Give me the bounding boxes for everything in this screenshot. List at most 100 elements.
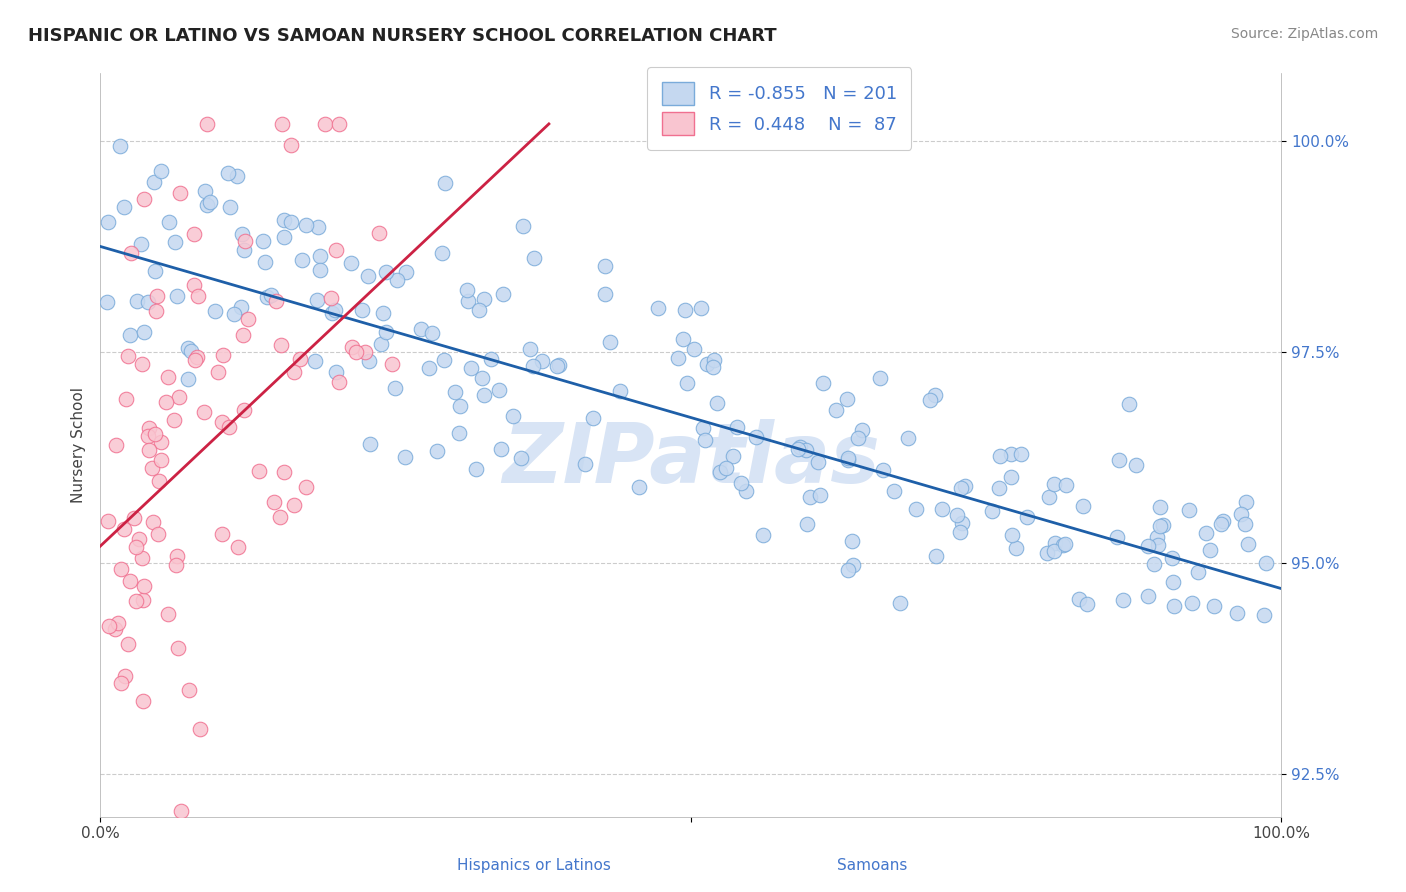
Point	[950, 481, 973, 495]
Point	[143, 263, 166, 277]
Point	[118, 574, 141, 589]
Point	[232, 328, 254, 343]
Point	[110, 562, 132, 576]
Point	[125, 594, 148, 608]
Point	[150, 435, 173, 450]
Point	[1118, 397, 1140, 411]
Point	[425, 444, 447, 458]
Point	[582, 411, 605, 425]
Point	[112, 522, 135, 536]
Point	[125, 540, 148, 554]
Point	[905, 501, 928, 516]
Point	[156, 369, 179, 384]
Point	[794, 442, 817, 457]
Point	[593, 259, 616, 273]
Point	[1178, 502, 1201, 516]
Point	[233, 244, 256, 258]
Point	[420, 326, 443, 340]
Point	[325, 243, 347, 257]
Point	[309, 249, 332, 263]
Point	[1125, 458, 1147, 472]
Point	[548, 359, 571, 373]
Text: Source: ZipAtlas.com: Source: ZipAtlas.com	[1230, 27, 1378, 41]
Point	[146, 526, 169, 541]
Point	[273, 466, 295, 480]
Point	[730, 476, 752, 491]
Point	[193, 405, 215, 419]
Point	[1036, 546, 1059, 560]
Point	[1198, 542, 1220, 557]
Point	[846, 431, 869, 445]
Point	[381, 357, 404, 371]
Point	[217, 166, 239, 180]
Point	[837, 452, 859, 467]
Point	[283, 498, 305, 512]
Point	[195, 198, 218, 212]
Point	[471, 371, 494, 385]
Point	[194, 184, 217, 198]
Point	[1054, 478, 1077, 492]
Point	[1038, 490, 1060, 504]
Point	[141, 460, 163, 475]
Point	[136, 429, 159, 443]
Point	[295, 218, 318, 232]
Point	[472, 388, 495, 402]
Point	[143, 427, 166, 442]
Point	[131, 550, 153, 565]
Point	[138, 421, 160, 435]
Point	[673, 303, 696, 318]
Point	[434, 176, 457, 190]
Point	[842, 558, 865, 572]
Point	[502, 409, 524, 424]
Point	[148, 474, 170, 488]
Point	[204, 303, 226, 318]
Point	[689, 301, 711, 316]
Point	[593, 286, 616, 301]
Point	[609, 384, 631, 399]
Point	[177, 372, 200, 386]
Point	[987, 481, 1010, 495]
Point	[1076, 597, 1098, 611]
Point	[226, 169, 249, 183]
Point	[142, 175, 165, 189]
Point	[519, 342, 541, 356]
Point	[672, 333, 695, 347]
Point	[108, 139, 131, 153]
Point	[837, 450, 859, 465]
Point	[211, 415, 233, 429]
Point	[228, 541, 250, 555]
Point	[207, 365, 229, 379]
Point	[321, 291, 343, 305]
Point	[169, 186, 191, 200]
Point	[325, 365, 347, 379]
Point	[1226, 607, 1249, 621]
Point	[1254, 556, 1277, 570]
Point	[787, 442, 810, 456]
Point	[1052, 538, 1074, 552]
Point	[709, 465, 731, 479]
Point	[307, 219, 329, 234]
Point	[290, 253, 312, 268]
Point	[627, 480, 650, 494]
Point	[384, 380, 406, 394]
Point	[273, 213, 295, 227]
Point	[1112, 593, 1135, 607]
Point	[837, 564, 859, 578]
Point	[418, 361, 440, 376]
Point	[1149, 500, 1171, 515]
Point	[924, 388, 946, 402]
Point	[1017, 510, 1039, 524]
Point	[344, 344, 367, 359]
Point	[162, 413, 184, 427]
Point	[456, 283, 478, 297]
Point	[574, 458, 596, 472]
Point	[247, 464, 270, 478]
Point	[167, 641, 190, 656]
Point	[851, 423, 873, 437]
Point	[897, 431, 920, 445]
Point	[714, 461, 737, 475]
Point	[1143, 557, 1166, 571]
Point	[263, 494, 285, 508]
Point	[811, 376, 834, 391]
Point	[305, 293, 328, 308]
